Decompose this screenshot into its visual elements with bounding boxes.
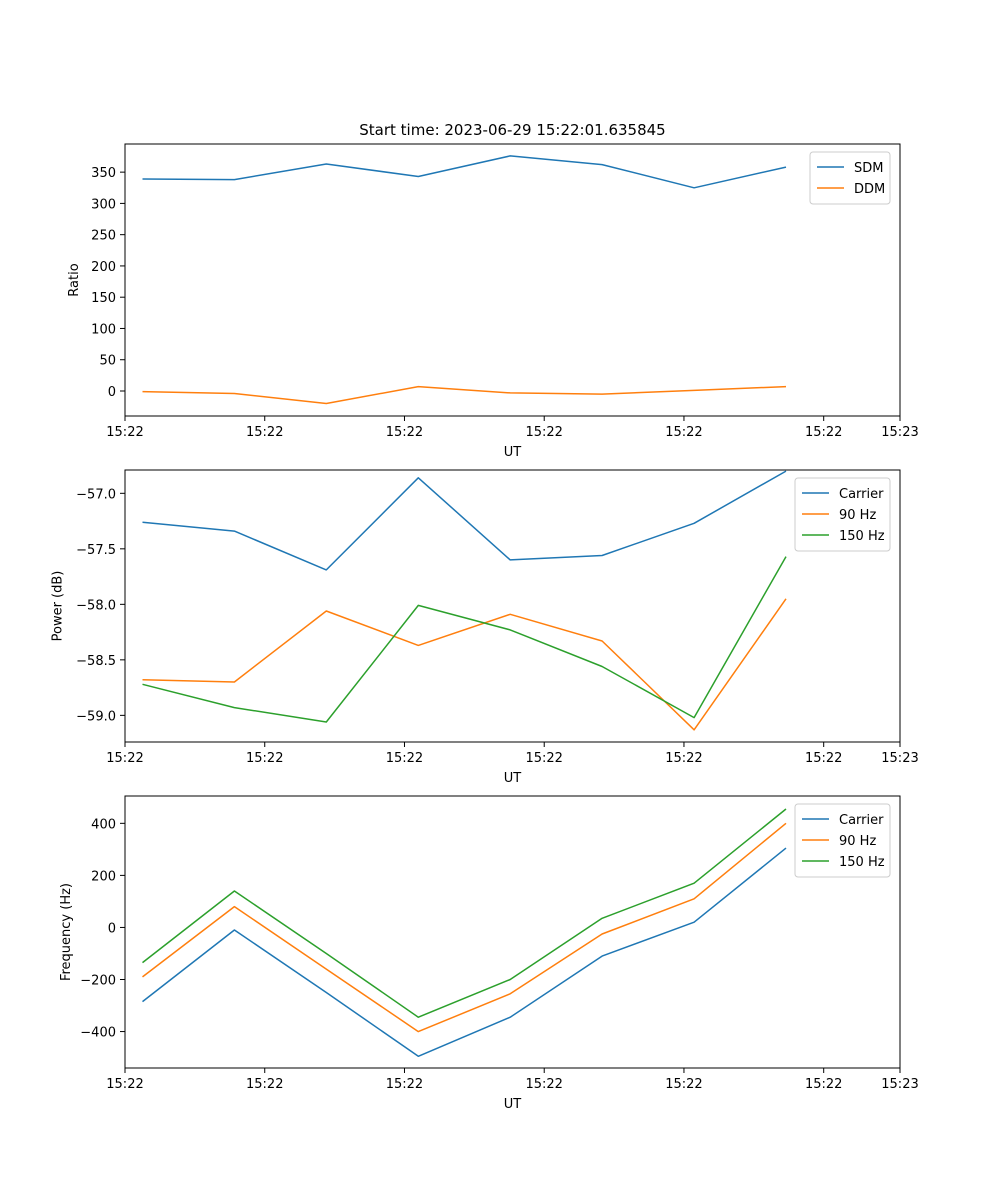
x-tick-label: 15:23 [881,1077,918,1092]
y-tick-label: −200 [80,974,116,989]
x-tick-label: 15:22 [106,1077,143,1092]
legend-label: 90 Hz [839,834,876,849]
legend-label: SDM [854,161,883,176]
x-tick-label: 15:22 [386,1077,423,1092]
x-tick-label: 15:22 [665,1077,702,1092]
y-tick-label: 200 [91,869,116,884]
y-tick-label: 200 [91,260,116,275]
legend-label: Carrier [839,487,884,502]
y-tick-label: −58.0 [76,598,116,613]
y-tick-label: −57.0 [76,487,116,502]
x-tick-label: 15:22 [805,425,842,440]
legend-box [794,803,891,878]
series-line-90-hz [142,822,787,1033]
x-axis-label: UT [504,771,522,786]
y-tick-label: 50 [99,354,116,369]
charts: Start time: 2023-06-29 15:22:01.635845 15… [51,121,919,1112]
x-tick-label: 15:22 [805,751,842,766]
y-tick-label: −57.5 [76,543,116,558]
x-tick-label: 15:22 [525,425,562,440]
y-tick-label: 0 [108,385,116,400]
y-axis-label: Power (dB) [51,571,66,642]
legend-label: 150 Hz [839,855,885,870]
y-tick-label: 300 [91,197,116,212]
series-line-90-hz [142,598,787,731]
x-tick-label: 15:22 [665,751,702,766]
plot-area [124,795,901,1069]
legend-label: 90 Hz [839,508,876,523]
legend: Carrier 90 Hz 150 Hz [794,803,891,878]
x-axis-label: UT [504,445,522,460]
legend-label: Carrier [839,813,884,828]
y-tick-label: 250 [91,229,116,244]
plot-area [124,469,901,743]
x-tick-label: 15:22 [805,1077,842,1092]
x-tick-label: 15:22 [106,751,143,766]
x-tick-label: 15:22 [525,751,562,766]
y-tick-label: 150 [91,291,116,306]
series-line-carrier [142,470,787,571]
y-tick-label: −400 [80,1026,116,1041]
x-tick-label: 15:22 [665,425,702,440]
x-tick-label: 15:22 [525,1077,562,1092]
x-tick-label: 15:22 [386,425,423,440]
y-tick-label: 350 [91,166,116,181]
series-line-ddm [142,385,787,405]
chart-panel-1: Start time: 2023-06-29 15:22:01.635845 15… [67,121,919,460]
y-tick-label: 400 [91,817,116,832]
series-line-sdm [142,155,787,189]
series-line-150-hz [142,808,787,1018]
y-axis-label: Ratio [67,263,82,296]
y-axis-label: Frequency (Hz) [59,883,74,981]
y-tick-label: 0 [108,921,116,936]
plot-area [124,143,901,417]
legend-box [794,477,891,552]
series-line-150-hz [142,556,787,723]
series-line-carrier [142,847,787,1058]
legend: Carrier 90 Hz 150 Hz [794,477,891,552]
x-tick-label: 15:22 [246,751,283,766]
x-tick-label: 15:22 [106,425,143,440]
x-tick-label: 15:23 [881,751,918,766]
y-tick-label: 100 [91,322,116,337]
chart-panel-3: 15:22 15:22 15:22 15:22 15:22 15:22 15:23 UT −40… [59,795,919,1112]
x-tick-label: 15:23 [881,425,918,440]
x-tick-label: 15:22 [386,751,423,766]
legend-label: 150 Hz [839,529,885,544]
y-tick-label: −58.5 [76,654,116,669]
x-axis-label: UT [504,1097,522,1112]
x-tick-label: 15:22 [246,425,283,440]
legend: SDM DDM [809,151,891,205]
x-tick-label: 15:22 [246,1077,283,1092]
legend-label: DDM [854,182,885,197]
legend-box [809,151,891,205]
chart-panel-2: 15:22 15:22 15:22 15:22 15:22 15:22 15:23 UT −59… [51,469,919,786]
chart-title: Start time: 2023-06-29 15:22:01.635845 [359,121,665,139]
y-tick-label: −59.0 [76,709,116,724]
